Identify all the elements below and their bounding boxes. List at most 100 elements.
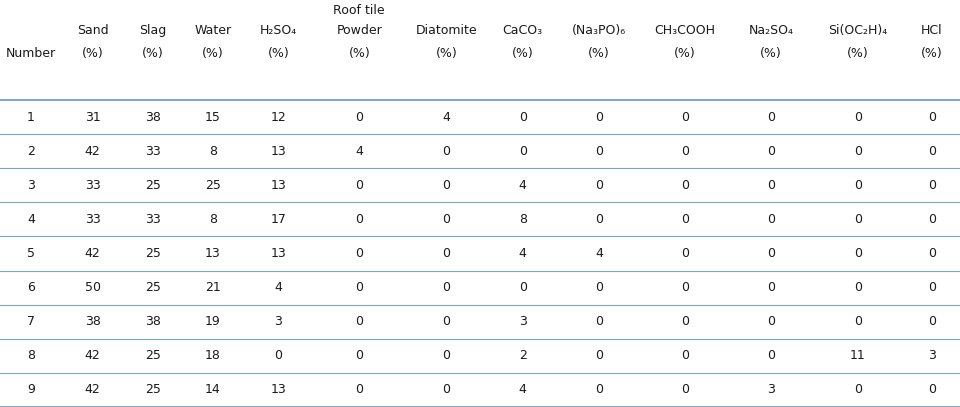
Text: 0: 0 — [443, 144, 450, 158]
Text: 25: 25 — [145, 281, 160, 294]
Text: 3: 3 — [928, 349, 936, 362]
Text: 0: 0 — [928, 247, 936, 260]
Text: 18: 18 — [204, 349, 221, 362]
Text: 0: 0 — [355, 179, 363, 192]
Text: Number: Number — [6, 47, 56, 60]
Text: Diatomite: Diatomite — [416, 24, 477, 37]
Text: (%): (%) — [436, 47, 457, 60]
Text: H₂SO₄: H₂SO₄ — [260, 24, 297, 37]
Text: 0: 0 — [355, 349, 363, 362]
Text: Powder: Powder — [336, 24, 382, 37]
Text: 0: 0 — [443, 315, 450, 328]
Text: (%): (%) — [82, 47, 104, 60]
Text: 15: 15 — [204, 111, 221, 124]
Text: 2: 2 — [27, 144, 35, 158]
Text: 33: 33 — [84, 213, 101, 226]
Text: 0: 0 — [928, 383, 936, 396]
Text: 4: 4 — [518, 247, 527, 260]
Text: (%): (%) — [847, 47, 869, 60]
Text: 0: 0 — [595, 213, 603, 226]
Text: Si(OC₂H)₄: Si(OC₂H)₄ — [828, 24, 887, 37]
Text: 38: 38 — [145, 315, 160, 328]
Text: 17: 17 — [271, 213, 286, 226]
Text: 0: 0 — [443, 281, 450, 294]
Text: Water: Water — [194, 24, 231, 37]
Text: 21: 21 — [204, 281, 221, 294]
Text: 0: 0 — [518, 111, 527, 124]
Text: 4: 4 — [518, 179, 527, 192]
Text: (%): (%) — [202, 47, 224, 60]
Text: 4: 4 — [355, 144, 363, 158]
Text: 0: 0 — [928, 213, 936, 226]
Text: 33: 33 — [84, 179, 101, 192]
Text: 1: 1 — [27, 111, 35, 124]
Text: 31: 31 — [84, 111, 101, 124]
Text: 0: 0 — [681, 247, 689, 260]
Text: CH₃COOH: CH₃COOH — [655, 24, 715, 37]
Text: 0: 0 — [853, 144, 862, 158]
Text: 13: 13 — [271, 179, 286, 192]
Text: 13: 13 — [271, 144, 286, 158]
Text: 0: 0 — [595, 281, 603, 294]
Text: 25: 25 — [204, 179, 221, 192]
Text: 0: 0 — [681, 281, 689, 294]
Text: 0: 0 — [681, 179, 689, 192]
Text: 0: 0 — [767, 247, 775, 260]
Text: 0: 0 — [928, 111, 936, 124]
Text: 38: 38 — [84, 315, 101, 328]
Text: 14: 14 — [204, 383, 221, 396]
Text: 8: 8 — [518, 213, 527, 226]
Text: 3: 3 — [27, 179, 35, 192]
Text: 25: 25 — [145, 247, 160, 260]
Text: 3: 3 — [518, 315, 527, 328]
Text: 0: 0 — [853, 111, 862, 124]
Text: (%): (%) — [760, 47, 781, 60]
Text: 33: 33 — [145, 144, 160, 158]
Text: 0: 0 — [681, 144, 689, 158]
Text: 50: 50 — [84, 281, 101, 294]
Text: 0: 0 — [853, 247, 862, 260]
Text: 0: 0 — [518, 144, 527, 158]
Text: 5: 5 — [27, 247, 35, 260]
Text: 3: 3 — [767, 383, 775, 396]
Text: 0: 0 — [928, 315, 936, 328]
Text: 11: 11 — [850, 349, 866, 362]
Text: 0: 0 — [595, 111, 603, 124]
Text: 0: 0 — [355, 111, 363, 124]
Text: 0: 0 — [928, 281, 936, 294]
Text: 0: 0 — [853, 213, 862, 226]
Text: 25: 25 — [145, 349, 160, 362]
Text: 0: 0 — [595, 383, 603, 396]
Text: 0: 0 — [443, 247, 450, 260]
Text: (%): (%) — [921, 47, 943, 60]
Text: 4: 4 — [595, 247, 603, 260]
Text: 0: 0 — [853, 315, 862, 328]
Text: 0: 0 — [681, 349, 689, 362]
Text: 0: 0 — [853, 281, 862, 294]
Text: 0: 0 — [355, 281, 363, 294]
Text: (%): (%) — [348, 47, 371, 60]
Text: 2: 2 — [518, 349, 527, 362]
Text: HCl: HCl — [921, 24, 943, 37]
Text: 13: 13 — [271, 247, 286, 260]
Text: 0: 0 — [443, 383, 450, 396]
Text: 0: 0 — [767, 281, 775, 294]
Text: 0: 0 — [767, 213, 775, 226]
Text: 8: 8 — [27, 349, 35, 362]
Text: 0: 0 — [928, 179, 936, 192]
Text: 0: 0 — [275, 349, 282, 362]
Text: 25: 25 — [145, 179, 160, 192]
Text: 0: 0 — [355, 213, 363, 226]
Text: 0: 0 — [443, 349, 450, 362]
Text: 13: 13 — [204, 247, 221, 260]
Text: 0: 0 — [595, 179, 603, 192]
Text: (%): (%) — [674, 47, 696, 60]
Text: 0: 0 — [355, 247, 363, 260]
Text: 3: 3 — [275, 315, 282, 328]
Text: 0: 0 — [681, 383, 689, 396]
Text: 0: 0 — [767, 144, 775, 158]
Text: 0: 0 — [767, 349, 775, 362]
Text: 13: 13 — [271, 383, 286, 396]
Text: 6: 6 — [27, 281, 35, 294]
Text: 0: 0 — [767, 179, 775, 192]
